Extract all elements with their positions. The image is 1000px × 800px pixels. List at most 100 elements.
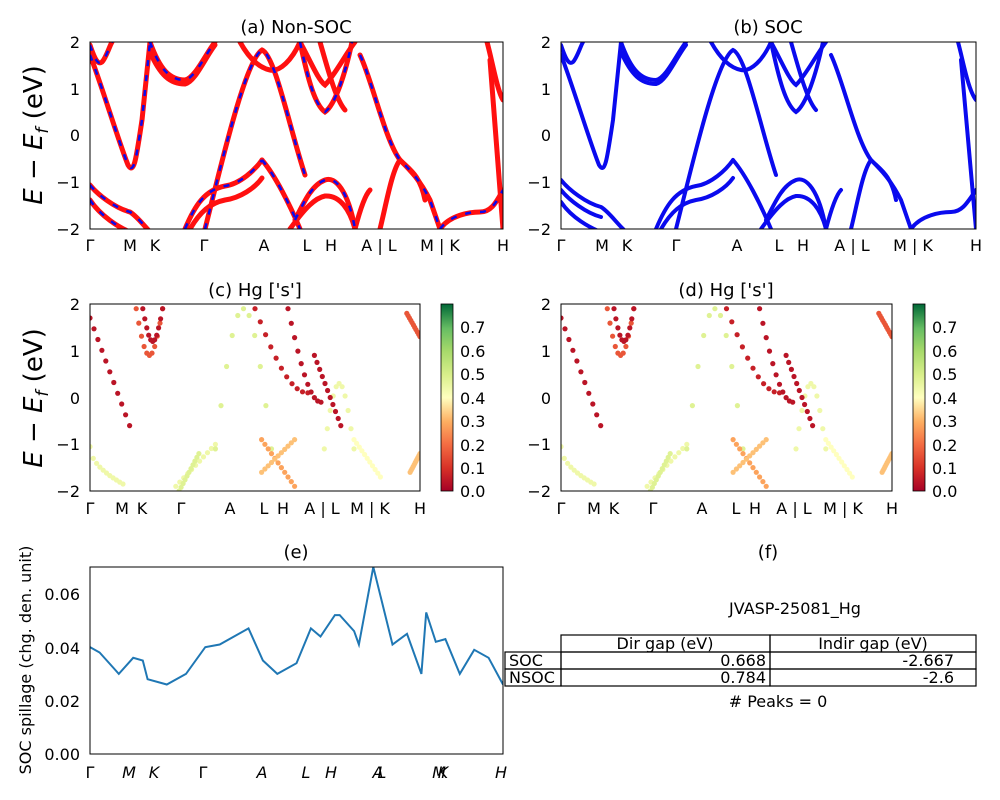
- scatter-point: [284, 374, 290, 380]
- scatter-point: [97, 464, 103, 470]
- svg-text:Γ: Γ: [649, 499, 658, 518]
- panel-f-title: (f): [758, 542, 778, 563]
- scatter-point: [354, 440, 360, 446]
- scatter-point: [761, 381, 767, 387]
- scatter-point: [750, 450, 756, 456]
- scatter-point: [204, 450, 211, 456]
- svg-text:−1: −1: [527, 173, 551, 192]
- svg-text:A | L: A | L: [776, 499, 812, 518]
- scatter-point: [299, 389, 306, 395]
- scatter-point: [627, 325, 633, 331]
- panel-c-scatter: [90, 306, 420, 491]
- scatter-point: [757, 443, 763, 449]
- svg-text:0.00: 0.00: [44, 745, 80, 764]
- scatter-point: [157, 320, 163, 326]
- xtick: A: [259, 236, 270, 255]
- scatter-point: [760, 320, 766, 326]
- svg-text:H: H: [970, 236, 982, 255]
- scatter-point: [561, 444, 564, 450]
- svg-text:0.1: 0.1: [460, 459, 485, 478]
- scatter-point: [617, 332, 623, 338]
- panel-c-title: (c) Hg ['s']: [208, 280, 302, 301]
- scatter-point: [689, 403, 696, 409]
- svg-text:M: M: [587, 499, 601, 518]
- scatter-point: [753, 446, 759, 452]
- scatter-point: [364, 455, 370, 461]
- panel-d-scatter: [561, 306, 892, 491]
- scatter-point: [229, 332, 235, 339]
- peaks-label: # Peaks = 0: [729, 692, 828, 711]
- xtick: Γ: [86, 236, 95, 255]
- scatter-point: [631, 306, 637, 312]
- ytick-1: 1: [70, 80, 80, 99]
- scatter-point: [359, 448, 365, 454]
- scatter-point: [566, 336, 572, 343]
- svg-text:Γ: Γ: [86, 763, 95, 782]
- cell-dir: 0.784: [720, 668, 766, 687]
- svg-text:M: M: [432, 763, 446, 782]
- scatter-point: [730, 437, 736, 443]
- svg-text:Γ: Γ: [86, 499, 95, 518]
- panel-b-frame: [560, 41, 977, 230]
- panel-d-colorbar: [912, 303, 926, 492]
- scatter-point: [317, 366, 323, 372]
- panel-b-bands: [561, 42, 976, 229]
- scatter-point: [127, 423, 133, 429]
- scatter-point: [561, 455, 567, 461]
- scatter-point: [311, 352, 317, 358]
- scatter-point: [889, 334, 892, 340]
- scatter-point: [332, 408, 339, 415]
- scatter-point: [252, 332, 258, 339]
- svg-text:L: L: [302, 763, 311, 782]
- scatter-point: [823, 446, 829, 452]
- ytick-m2: −2: [56, 220, 80, 239]
- scatter-point: [144, 325, 150, 331]
- scatter-point: [246, 312, 252, 319]
- svg-text:0: 0: [541, 126, 551, 145]
- scatter-point: [794, 380, 800, 387]
- panel-a-bands: [90, 42, 503, 229]
- scatter-point: [753, 469, 759, 475]
- scatter-point: [612, 343, 618, 350]
- svg-text:H: H: [325, 763, 337, 782]
- panel-d-title: (d) Hg ['s']: [678, 280, 773, 301]
- scatter-point: [292, 335, 298, 341]
- scatter-point: [294, 386, 300, 392]
- scatter-point: [766, 386, 772, 392]
- svg-text:0.7: 0.7: [932, 318, 957, 337]
- svg-text:0.6: 0.6: [932, 342, 957, 361]
- svg-text:A: A: [732, 236, 743, 255]
- svg-text:H: H: [495, 763, 507, 782]
- scatter-point: [322, 380, 328, 387]
- scatter-point: [625, 332, 631, 338]
- scatter-point: [339, 384, 345, 390]
- svg-text:0.7: 0.7: [460, 318, 485, 337]
- xtick: H: [325, 236, 337, 255]
- spillage-line: [90, 567, 503, 686]
- xtick: Γ: [200, 236, 209, 255]
- scatter-point: [305, 381, 311, 387]
- svg-text:0.0: 0.0: [460, 482, 485, 501]
- svg-text:L: L: [378, 763, 387, 782]
- scatter-point: [330, 401, 336, 408]
- svg-text:0.3: 0.3: [932, 412, 957, 431]
- scatter-point: [615, 325, 621, 331]
- scatter-point: [262, 466, 268, 472]
- scatter-point: [820, 426, 826, 432]
- scatter-point: [212, 446, 218, 452]
- scatter-point: [142, 316, 148, 322]
- scatter-point: [796, 426, 802, 432]
- scatter-point: [676, 450, 682, 456]
- scatter-point: [417, 334, 420, 340]
- svg-text:M | K: M | K: [823, 499, 863, 518]
- scatter-point: [730, 469, 736, 475]
- scatter-point: [288, 440, 294, 446]
- svg-text:1: 1: [541, 80, 551, 99]
- scatter-point: [115, 390, 121, 396]
- scatter-point: [372, 466, 378, 473]
- ytick-2: 2: [70, 33, 80, 52]
- xtick: A | L: [361, 236, 397, 255]
- panel-a-frame: [89, 41, 504, 230]
- svg-text:0.6: 0.6: [460, 342, 485, 361]
- scatter-point: [733, 441, 740, 447]
